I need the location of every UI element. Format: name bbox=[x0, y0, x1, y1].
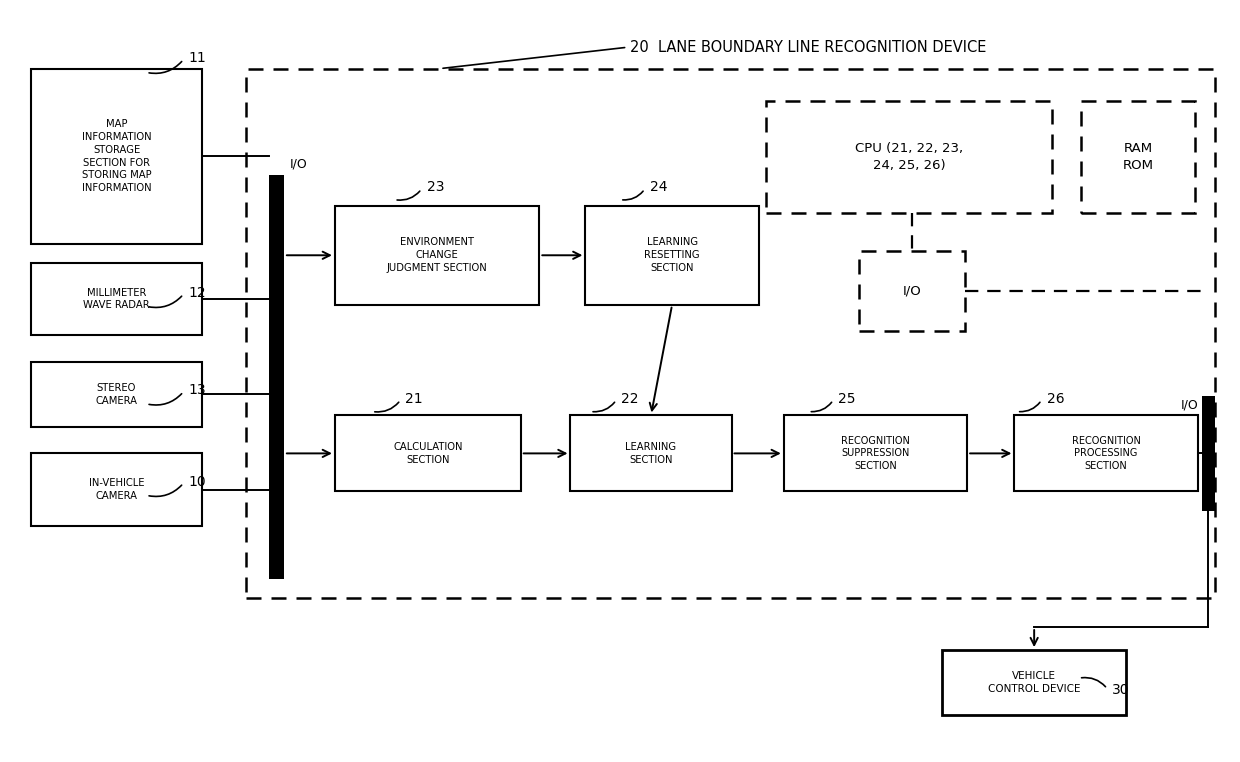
Bar bbox=[1202, 396, 1215, 511]
Text: MAP
INFORMATION
STORAGE
SECTION FOR
STORING MAP
INFORMATION: MAP INFORMATION STORAGE SECTION FOR STOR… bbox=[82, 119, 151, 194]
Text: 26: 26 bbox=[1047, 392, 1064, 405]
Text: 22: 22 bbox=[621, 392, 639, 405]
Text: STEREO
CAMERA: STEREO CAMERA bbox=[95, 383, 138, 405]
Text: RECOGNITION
PROCESSING
SECTION: RECOGNITION PROCESSING SECTION bbox=[1071, 436, 1141, 471]
Bar bbox=[766, 101, 1052, 213]
Bar bbox=[31, 263, 202, 335]
Text: 30: 30 bbox=[1112, 684, 1130, 697]
Text: RECOGNITION
SUPPRESSION
SECTION: RECOGNITION SUPPRESSION SECTION bbox=[841, 436, 910, 471]
Bar bbox=[1081, 101, 1195, 213]
Bar bbox=[31, 69, 202, 244]
Text: IN-VEHICLE
CAMERA: IN-VEHICLE CAMERA bbox=[89, 479, 144, 501]
Text: CALCULATION
SECTION: CALCULATION SECTION bbox=[393, 442, 463, 465]
Bar bbox=[335, 206, 539, 305]
Text: 11: 11 bbox=[188, 51, 206, 65]
Text: VEHICLE
CONTROL DEVICE: VEHICLE CONTROL DEVICE bbox=[988, 671, 1080, 693]
Text: 21: 21 bbox=[405, 392, 423, 405]
Text: ENVIRONMENT
CHANGE
JUDGMENT SECTION: ENVIRONMENT CHANGE JUDGMENT SECTION bbox=[387, 238, 487, 273]
Bar bbox=[784, 415, 967, 491]
Bar bbox=[585, 206, 759, 305]
Text: LEARNING
RESETTING
SECTION: LEARNING RESETTING SECTION bbox=[645, 238, 699, 273]
Bar bbox=[942, 650, 1126, 715]
Text: 10: 10 bbox=[188, 475, 206, 488]
Text: 23: 23 bbox=[427, 181, 444, 194]
Text: 25: 25 bbox=[838, 392, 856, 405]
Text: RAM
ROM: RAM ROM bbox=[1123, 142, 1153, 172]
Text: CPU (21, 22, 23,
24, 25, 26): CPU (21, 22, 23, 24, 25, 26) bbox=[854, 142, 963, 172]
Text: 13: 13 bbox=[188, 383, 206, 397]
Bar bbox=[31, 453, 202, 526]
Text: MILLIMETER
WAVE RADAR: MILLIMETER WAVE RADAR bbox=[83, 288, 150, 310]
Bar bbox=[1014, 415, 1198, 491]
Bar bbox=[269, 175, 284, 579]
Bar bbox=[335, 415, 521, 491]
Text: I/O: I/O bbox=[1180, 399, 1198, 412]
Bar bbox=[570, 415, 732, 491]
Bar bbox=[31, 362, 202, 427]
Bar bbox=[859, 251, 965, 331]
Text: I/O: I/O bbox=[903, 285, 921, 298]
Text: LEARNING
SECTION: LEARNING SECTION bbox=[625, 442, 677, 465]
Text: 24: 24 bbox=[650, 181, 667, 194]
Text: I/O: I/O bbox=[290, 157, 308, 171]
Bar bbox=[246, 69, 1215, 598]
Text: 20  LANE BOUNDARY LINE RECOGNITION DEVICE: 20 LANE BOUNDARY LINE RECOGNITION DEVICE bbox=[630, 40, 986, 55]
Text: 12: 12 bbox=[188, 286, 206, 299]
